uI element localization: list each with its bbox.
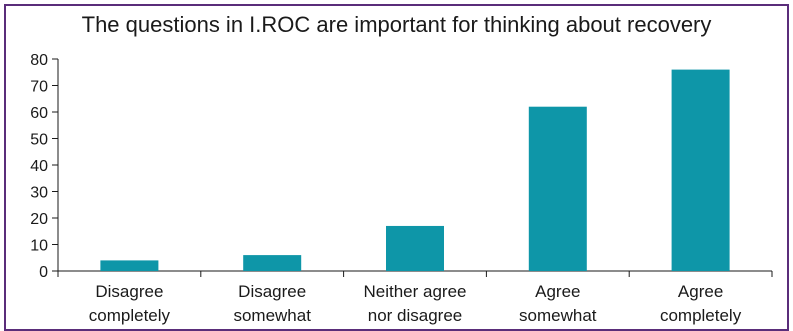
y-tick-label: 60 [30,105,48,122]
y-tick-label: 30 [30,185,48,202]
bar [671,69,730,271]
x-category-label: somewhat [233,306,311,325]
x-category-label: somewhat [519,306,597,325]
x-category-label: Agree [678,282,723,301]
y-tick-label: 0 [39,264,48,281]
x-category-label: completely [660,306,742,325]
chart-frame [4,4,789,331]
labels: 0 10 20 30 40 50 60 70 80 Disagree completely Disag… [30,52,742,325]
y-tick-label: 20 [30,211,48,228]
y-tick-label: 40 [30,158,48,175]
x-category-label: Disagree [95,282,163,301]
x-category-label: nor disagree [368,306,463,325]
y-tick-label: 80 [30,52,48,69]
bar [386,225,444,271]
bar [528,106,587,271]
chart-title: The questions in I.ROC are important for… [81,12,712,37]
x-category-label: completely [89,306,171,325]
y-tick-label: 50 [30,132,48,149]
x-category-label: Agree [535,282,580,301]
x-category-label: Neither agree [363,282,466,301]
x-category-label: Disagree [238,282,306,301]
bars [100,69,730,271]
bar [243,255,302,271]
y-tick-label: 70 [30,79,48,96]
bar [100,260,159,271]
y-tick-label: 10 [30,238,48,255]
